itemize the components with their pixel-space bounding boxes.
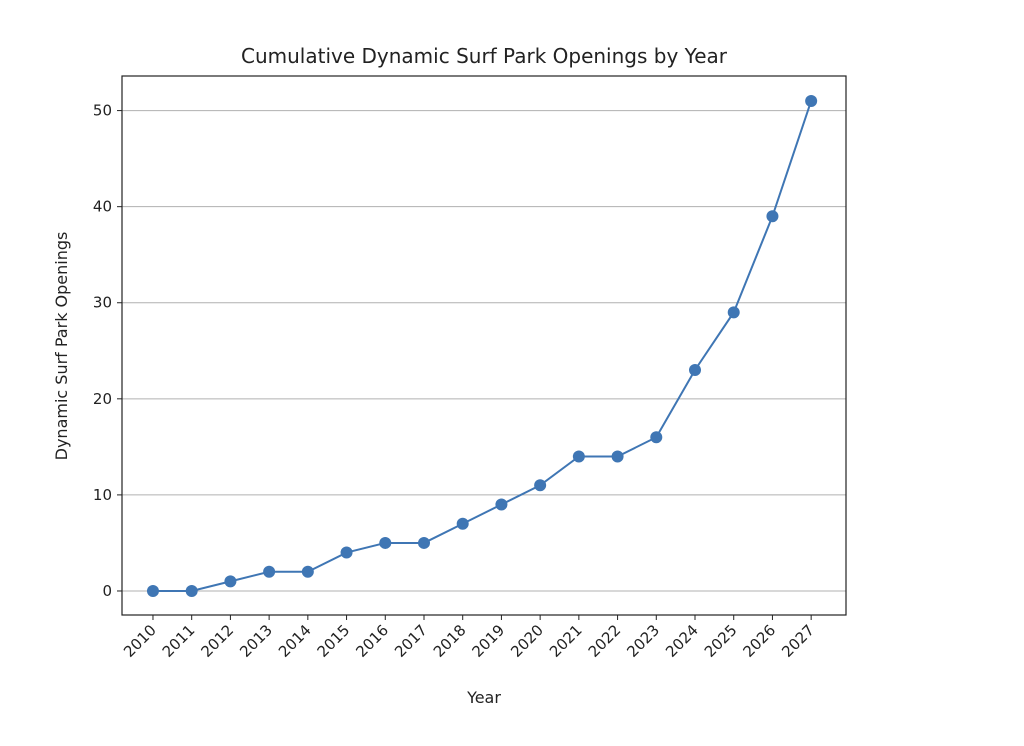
data-point	[650, 431, 663, 444]
series	[146, 94, 818, 597]
x-tick-label: 2023	[623, 621, 663, 661]
data-point	[572, 450, 585, 463]
data-point	[340, 546, 353, 559]
data-point	[417, 536, 430, 549]
data-point	[766, 210, 779, 223]
y-tick-label: 10	[93, 486, 112, 504]
data-point	[456, 517, 469, 530]
y-tick-label: 50	[93, 102, 112, 120]
data-point	[224, 575, 237, 588]
x-tick-label: 2013	[236, 621, 276, 661]
y-tick-label: 20	[93, 390, 112, 408]
data-point	[301, 565, 314, 578]
x-tick-label: 2025	[701, 621, 741, 661]
data-point	[611, 450, 624, 463]
data-point	[185, 584, 198, 597]
data-point	[534, 479, 547, 492]
y-tick-label: 40	[93, 198, 112, 216]
x-tick-label: 2016	[352, 621, 392, 661]
x-tick-label: 2011	[159, 621, 199, 661]
series-line	[152, 100, 813, 592]
data-point	[146, 584, 159, 597]
data-point	[727, 306, 740, 319]
x-tick-label: 2018	[430, 621, 470, 661]
x-axis: 2010201120122013201420152016201720182019…	[120, 615, 818, 661]
data-point	[263, 565, 276, 578]
x-tick-label: 2014	[275, 621, 315, 661]
x-tick-label: 2015	[314, 621, 354, 661]
gridlines	[122, 110, 846, 592]
x-tick-label: 2020	[507, 621, 547, 661]
chart-title: Cumulative Dynamic Surf Park Openings by…	[241, 44, 728, 68]
x-tick-label: 2010	[120, 621, 160, 661]
y-axis-label: Dynamic Surf Park Openings	[52, 232, 71, 461]
x-tick-label: 2017	[391, 621, 431, 661]
x-tick-label: 2021	[546, 621, 586, 661]
y-tick-label: 0	[102, 582, 112, 600]
data-point	[379, 536, 392, 549]
y-axis: 0 10 20 30 40 50	[93, 102, 122, 600]
data-point	[689, 364, 702, 376]
x-tick-label: 2022	[585, 621, 625, 661]
x-axis-label: Year	[466, 688, 501, 707]
x-tick-label: 2024	[662, 621, 702, 661]
data-point	[805, 94, 818, 107]
x-tick-label: 2019	[469, 621, 509, 661]
data-point	[495, 498, 508, 511]
x-tick-label: 2012	[198, 621, 238, 661]
x-tick-label: 2027	[778, 621, 818, 661]
x-tick-label: 2026	[740, 621, 780, 661]
y-tick-label: 30	[93, 294, 112, 312]
plot-frame	[121, 75, 847, 616]
